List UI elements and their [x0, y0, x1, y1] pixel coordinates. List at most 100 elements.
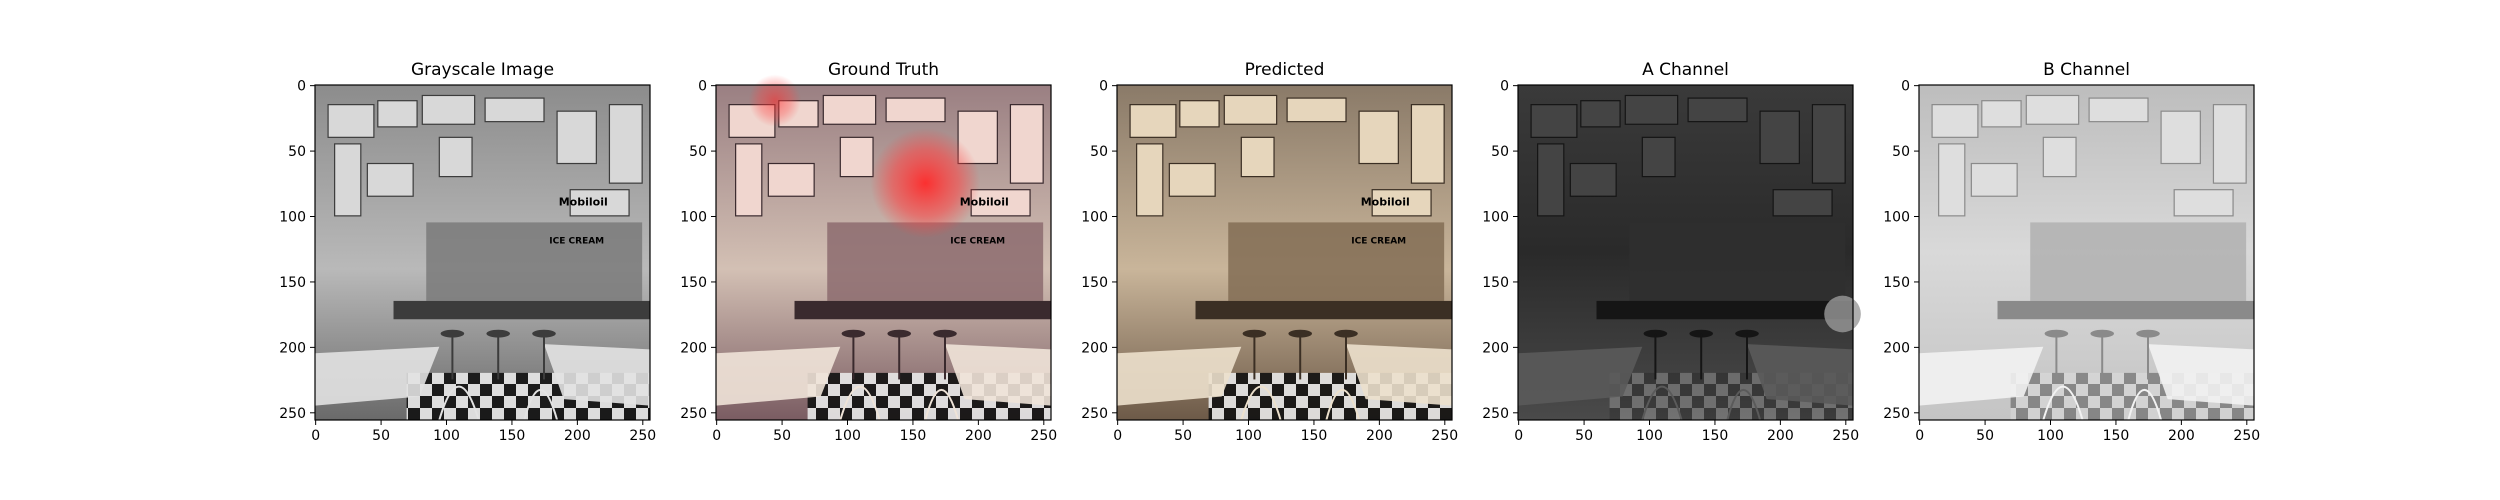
x-tick-label: 100 — [1636, 428, 1663, 444]
wall-sign — [366, 162, 414, 197]
image-canvas: Mobiloil ICE CREAM — [315, 85, 650, 421]
y-tick-label: 0 — [1099, 79, 1108, 95]
chair-back — [1325, 388, 1361, 421]
subplot-panel: A Channel 0 50 100 150 200 250 0 50 100 150 200 250 — [1482, 60, 1861, 444]
y-tick-label: 150 — [1482, 275, 1509, 291]
x-tick-label: 100 — [1235, 428, 1262, 444]
y-tick-label: 250 — [279, 406, 306, 422]
y-tick-label: 100 — [680, 210, 707, 226]
subplot-title: Ground Truth — [828, 60, 939, 80]
table-right — [1747, 344, 1853, 406]
y-tick-label: 50 — [1090, 144, 1108, 160]
y-tick-label: 100 — [279, 210, 306, 226]
table-left — [1919, 346, 2044, 406]
subplot-title: B Channel — [2043, 60, 2130, 80]
y-tick-label: 0 — [698, 79, 707, 95]
chair-back — [523, 388, 559, 421]
y-tick-label: 200 — [1883, 340, 1910, 356]
wall-sign — [1759, 110, 1800, 165]
x-tick-label: 200 — [1767, 428, 1794, 444]
counter-top — [393, 300, 650, 320]
axes-frame — [314, 84, 651, 421]
x-tick-label: 0 — [712, 428, 721, 444]
wall-sign — [484, 97, 545, 123]
table-left — [716, 346, 841, 406]
sign-ice-cream: ICE CREAM — [1351, 236, 1406, 246]
x-tick-label: 250 — [1832, 428, 1859, 444]
y-tick-label: 0 — [1901, 79, 1910, 95]
subplot-title: Predicted — [1245, 60, 1325, 80]
x-tick-label: 100 — [2037, 428, 2064, 444]
wall-sign — [1811, 104, 1846, 184]
wall-sign — [1168, 162, 1216, 197]
wall-sign — [1410, 104, 1445, 184]
wall-sign — [2042, 136, 2077, 178]
y-tick-label: 150 — [1883, 275, 1910, 291]
wall-sign — [1179, 100, 1220, 128]
image-canvas — [1919, 85, 2254, 421]
wall-sign — [327, 104, 375, 138]
y-tick-label: 200 — [680, 340, 707, 356]
table-left — [1518, 346, 1643, 406]
counter-top — [1596, 300, 1853, 320]
y-tick-label: 200 — [279, 340, 306, 356]
axes-frame — [1918, 84, 2255, 421]
wall-sign — [421, 94, 476, 125]
wall-sign — [569, 189, 630, 217]
x-tick-label: 200 — [965, 428, 992, 444]
wall-sign — [1641, 136, 1676, 178]
chair-back — [1240, 385, 1282, 421]
counter-top — [1997, 300, 2254, 320]
chair-back — [438, 385, 480, 421]
x-tick-label: 50 — [372, 428, 390, 444]
x-tick-label: 50 — [773, 428, 791, 444]
x-tick-label: 50 — [1174, 428, 1192, 444]
wall-sign — [1687, 97, 1748, 123]
x-tick-label: 0 — [1915, 428, 1924, 444]
table-right — [2148, 344, 2254, 406]
x-tick-label: 200 — [1366, 428, 1393, 444]
wall-sign — [1371, 189, 1432, 217]
table-left — [1117, 346, 1242, 406]
wall-sign — [1129, 104, 1177, 138]
counter-top — [794, 300, 1051, 320]
axes-frame — [1116, 84, 1453, 421]
wall-sign — [822, 94, 877, 125]
wall-sign — [1537, 143, 1565, 217]
wall-sign — [1223, 94, 1278, 125]
sign-mobiloil: Mobiloil — [1361, 195, 1410, 208]
axes-frame — [715, 84, 1052, 421]
x-tick-label: 0 — [1514, 428, 1523, 444]
table-right — [1346, 344, 1452, 406]
wall-sign — [2025, 94, 2080, 125]
chair-back — [1641, 385, 1683, 421]
sign-mobiloil: Mobiloil — [559, 195, 608, 208]
wall-sign — [839, 136, 874, 178]
sign-mobiloil: Mobiloil — [960, 195, 1009, 208]
wall-sign — [1358, 110, 1399, 165]
wall-sign — [735, 143, 763, 217]
x-tick-label: 250 — [1431, 428, 1458, 444]
sign-ice-cream: ICE CREAM — [950, 236, 1005, 246]
y-tick-label: 150 — [279, 275, 306, 291]
x-tick-label: 150 — [499, 428, 526, 444]
subplot-panel: Mobiloil ICE CREAM Predicted 0 50 100 150 200 25… — [1081, 60, 1458, 444]
x-tick-label: 150 — [2103, 428, 2130, 444]
y-tick-label: 150 — [1081, 275, 1108, 291]
x-tick-label: 150 — [1301, 428, 1328, 444]
x-tick-label: 150 — [1702, 428, 1729, 444]
wall-sign — [1772, 189, 1833, 217]
wall-sign — [767, 162, 815, 197]
wall-sign — [438, 136, 473, 178]
sign-ice-cream: ICE CREAM — [549, 236, 604, 246]
y-tick-label: 200 — [1482, 340, 1509, 356]
y-tick-label: 150 — [680, 275, 707, 291]
x-tick-label: 200 — [564, 428, 591, 444]
table-right — [945, 344, 1051, 406]
wall-sign — [2173, 189, 2234, 217]
back-bar — [1228, 222, 1445, 301]
subplot-panel: Mobiloil ICE CREAM Grayscale Image 0 50 100 15… — [279, 60, 656, 444]
wall-sign — [2160, 110, 2201, 165]
chair-back — [924, 388, 960, 421]
